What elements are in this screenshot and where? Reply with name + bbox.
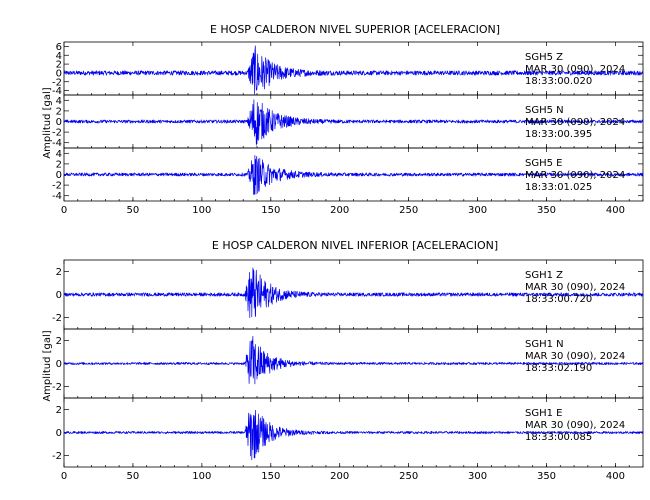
- station-component-label: SGH1 N: [525, 339, 564, 350]
- waveform-sgh1-z: [63, 267, 644, 318]
- trace-date-label: MAR 30 (090), 2024: [525, 351, 625, 362]
- waveform-sgh1-e: [63, 409, 644, 461]
- x-tick-label: 250: [399, 205, 418, 216]
- station-component-label: SGH5 E: [525, 158, 562, 169]
- x-tick-label: 50: [127, 471, 140, 482]
- x-tick-label: 350: [537, 205, 556, 216]
- waveform-sgh5-e: [63, 155, 644, 195]
- y-tick-label: -2: [52, 181, 62, 192]
- x-tick-label: 350: [537, 471, 556, 482]
- trace-date-label: MAR 30 (090), 2024: [525, 117, 625, 128]
- trace-time-label: 18:33:02.190: [525, 363, 592, 374]
- x-tick-label: 200: [330, 205, 349, 216]
- y-tick-label: 2: [56, 106, 62, 117]
- x-tick-label: 300: [468, 471, 487, 482]
- y-tick-label: -2: [52, 382, 62, 393]
- trace-date-label: MAR 30 (090), 2024: [525, 64, 625, 75]
- upper-panel-ylabel: Amplitud [gal]: [42, 87, 53, 158]
- y-tick-label: 6: [56, 42, 62, 53]
- trace-time-label: 18:33:00.395: [525, 129, 592, 140]
- x-tick-label: 250: [399, 471, 418, 482]
- y-tick-label: 0: [56, 117, 62, 128]
- y-tick-label: 4: [56, 51, 62, 62]
- trace-time-label: 18:33:00.720: [525, 294, 592, 305]
- y-tick-label: -2: [52, 77, 62, 88]
- upper-panel-title: E HOSP CALDERON NIVEL SUPERIOR [ACELERAC…: [210, 23, 500, 36]
- y-tick-label: -2: [52, 128, 62, 139]
- trace-date-label: MAR 30 (090), 2024: [525, 282, 625, 293]
- trace-time-label: 18:33:00.085: [525, 432, 592, 443]
- y-tick-label: -4: [52, 86, 62, 97]
- x-tick-label: 100: [192, 205, 211, 216]
- y-tick-label: -2: [52, 451, 62, 462]
- station-component-label: SGH1 E: [525, 408, 562, 419]
- y-tick-label: 0: [56, 428, 62, 439]
- y-tick-label: 0: [56, 359, 62, 370]
- x-tick-label: 100: [192, 471, 211, 482]
- y-tick-label: -2: [52, 313, 62, 324]
- trace-time-label: 18:33:00.020: [525, 76, 592, 87]
- y-tick-label: 0: [56, 68, 62, 79]
- y-tick-label: 2: [56, 60, 62, 71]
- x-tick-label: 150: [261, 471, 280, 482]
- y-tick-label: 2: [56, 159, 62, 170]
- y-tick-label: 2: [56, 336, 62, 347]
- x-tick-label: 150: [261, 205, 280, 216]
- x-tick-label: 300: [468, 205, 487, 216]
- trace-date-label: MAR 30 (090), 2024: [525, 170, 625, 181]
- lower-level-panel: E HOSP CALDERON NIVEL INFERIOR [ACELERAC…: [42, 239, 644, 482]
- x-tick-label: 400: [606, 471, 625, 482]
- waveform-sgh5-n: [63, 99, 644, 146]
- waveform-sgh5-z: [63, 45, 644, 95]
- y-tick-label: 4: [56, 149, 62, 160]
- y-tick-label: 0: [56, 170, 62, 181]
- station-component-label: SGH5 N: [525, 105, 564, 116]
- y-tick-label: 0: [56, 290, 62, 301]
- station-component-label: SGH5 Z: [525, 52, 563, 63]
- trace-time-label: 18:33:01.025: [525, 182, 592, 193]
- x-tick-label: 50: [127, 205, 140, 216]
- trace-date-label: MAR 30 (090), 2024: [525, 420, 625, 431]
- y-tick-label: -4: [52, 191, 62, 202]
- station-component-label: SGH1 Z: [525, 270, 563, 281]
- y-tick-label: 2: [56, 267, 62, 278]
- y-tick-label: 4: [56, 96, 62, 107]
- lower-panel-title: E HOSP CALDERON NIVEL INFERIOR [ACELERAC…: [212, 239, 498, 252]
- x-tick-label: 200: [330, 471, 349, 482]
- y-tick-label: -4: [52, 138, 62, 149]
- y-tick-label: 2: [56, 405, 62, 416]
- x-tick-label: 0: [61, 471, 67, 482]
- x-tick-label: 400: [606, 205, 625, 216]
- x-tick-label: 0: [61, 205, 67, 216]
- upper-level-panel: E HOSP CALDERON NIVEL SUPERIOR [ACELERAC…: [42, 23, 644, 216]
- lower-panel-ylabel: Amplitud [gal]: [42, 330, 53, 401]
- waveform-sgh1-n: [63, 335, 644, 385]
